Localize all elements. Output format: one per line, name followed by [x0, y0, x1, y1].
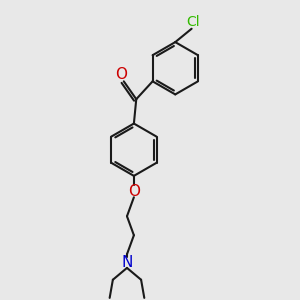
Text: O: O — [115, 67, 127, 82]
Text: N: N — [121, 255, 133, 270]
Text: Cl: Cl — [186, 15, 200, 29]
Text: O: O — [128, 184, 140, 199]
